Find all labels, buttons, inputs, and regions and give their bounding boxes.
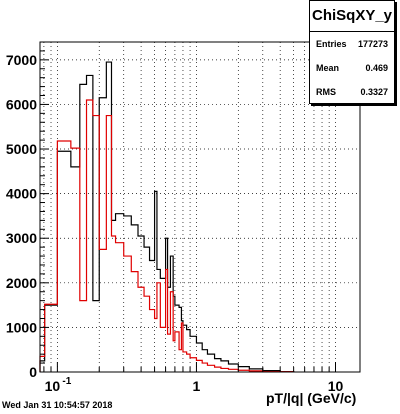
x-tick-label: 1 (193, 378, 201, 394)
timestamp-footer: Wed Jan 31 10:54:57 2018 (2, 400, 113, 410)
stats-rms-label: RMS (316, 87, 336, 97)
grid (40, 42, 360, 372)
y-tick-label: 6000 (6, 96, 37, 112)
x-tick-label-text: 10 (328, 378, 344, 394)
stats-entries-row: Entries 177273 (310, 32, 394, 56)
black-series-line (39, 61, 295, 373)
stats-rms-row: RMS 0.3327 (310, 80, 394, 104)
stats-mean-label: Mean (316, 63, 340, 73)
y-tick-label: 7000 (6, 52, 37, 68)
stats-title: ChiSqXY_y (310, 1, 394, 32)
stats-rms-value: 0.3327 (360, 87, 388, 97)
x-tick-label: 10 (328, 378, 344, 394)
y-tick-label: 1000 (6, 319, 37, 335)
stats-entries-label: Entries (316, 39, 347, 49)
x-tick-label-exp: -1 (62, 376, 71, 387)
y-tick-label: 3000 (6, 230, 37, 246)
x-axis-title: pT/|q| (GeV/c) (266, 390, 357, 406)
stats-box: ChiSqXY_y Entries 177273 Mean 0.469 RMS … (309, 0, 395, 104)
series-layer (39, 61, 295, 373)
y-tick-label: 0 (29, 364, 37, 380)
plot-frame (39, 41, 361, 373)
red-series-line (39, 99, 295, 373)
x-tick-label-base: 10 (45, 378, 61, 394)
x-tick-label-text: 1 (193, 378, 201, 394)
stats-entries-value: 177273 (357, 39, 388, 49)
y-tick-label: 2000 (6, 275, 37, 291)
y-tick-label: 4000 (6, 186, 37, 202)
y-tick-label: 5000 (6, 141, 37, 157)
x-tick-label: 10 -1 (45, 376, 72, 394)
stats-mean-value: 0.469 (365, 63, 388, 73)
stats-mean-row: Mean 0.469 (310, 56, 394, 80)
